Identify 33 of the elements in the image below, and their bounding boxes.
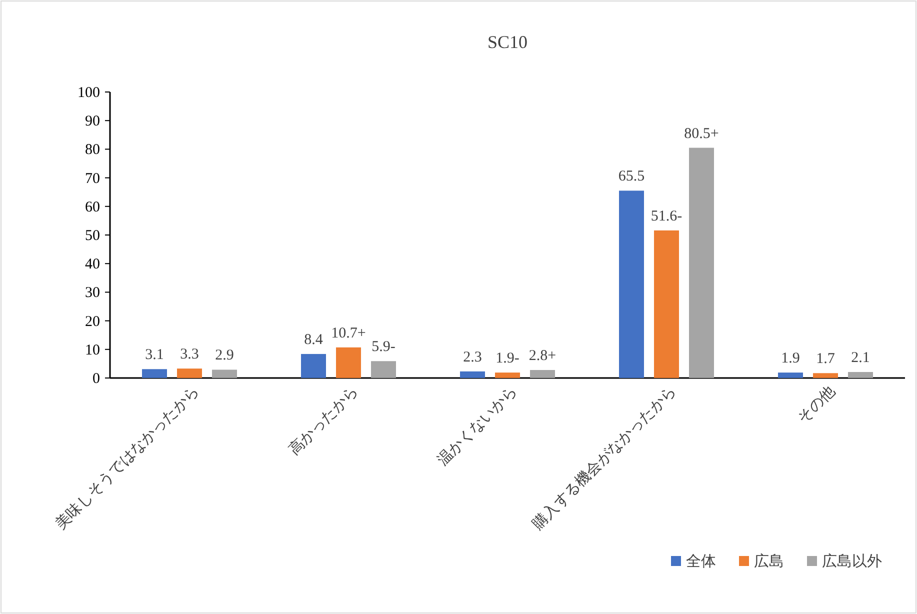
data-label: 65.5 xyxy=(618,168,645,185)
data-label: 2.1 xyxy=(851,350,870,366)
data-label: 3.3 xyxy=(180,346,199,363)
data-label: 2.9 xyxy=(215,348,234,364)
y-tick-label: 20 xyxy=(85,314,100,330)
y-tick-label: 90 xyxy=(85,114,100,130)
x-tick-label: 購入する機会がなかったから xyxy=(529,382,680,533)
data-label: 51.6- xyxy=(650,208,682,224)
data-label: 1.9- xyxy=(496,350,520,367)
data-label: 10.7+ xyxy=(331,325,366,342)
legend-label: 広島以外 xyxy=(822,553,882,570)
y-tick-label: 50 xyxy=(85,228,100,244)
y-tick-label: 30 xyxy=(85,285,100,302)
legend-label: 全体 xyxy=(686,553,716,570)
y-tick-label: 70 xyxy=(85,170,100,187)
data-label: 5.9- xyxy=(372,339,396,356)
data-label: 1.9 xyxy=(781,350,800,367)
x-tick-label: 温かくないから xyxy=(434,382,520,470)
data-label: 3.1 xyxy=(145,347,164,364)
y-tick-label: 60 xyxy=(85,199,100,216)
y-tick-label: 40 xyxy=(85,256,100,273)
chart-title: SC10 xyxy=(487,32,528,52)
data-label: 2.8+ xyxy=(528,348,556,364)
y-tick-label: 100 xyxy=(78,85,100,101)
x-tick-label: 高かったから xyxy=(286,382,362,458)
data-label: 1.7 xyxy=(816,351,836,368)
legend-label: 広島 xyxy=(754,553,784,570)
y-tick-label: 10 xyxy=(85,342,100,358)
x-tick-label: その他 xyxy=(794,382,838,427)
y-tick-label: 80 xyxy=(85,142,100,158)
data-label: 80.5+ xyxy=(684,126,719,142)
data-label: 2.3 xyxy=(463,349,482,366)
data-label: 8.4 xyxy=(304,332,324,348)
